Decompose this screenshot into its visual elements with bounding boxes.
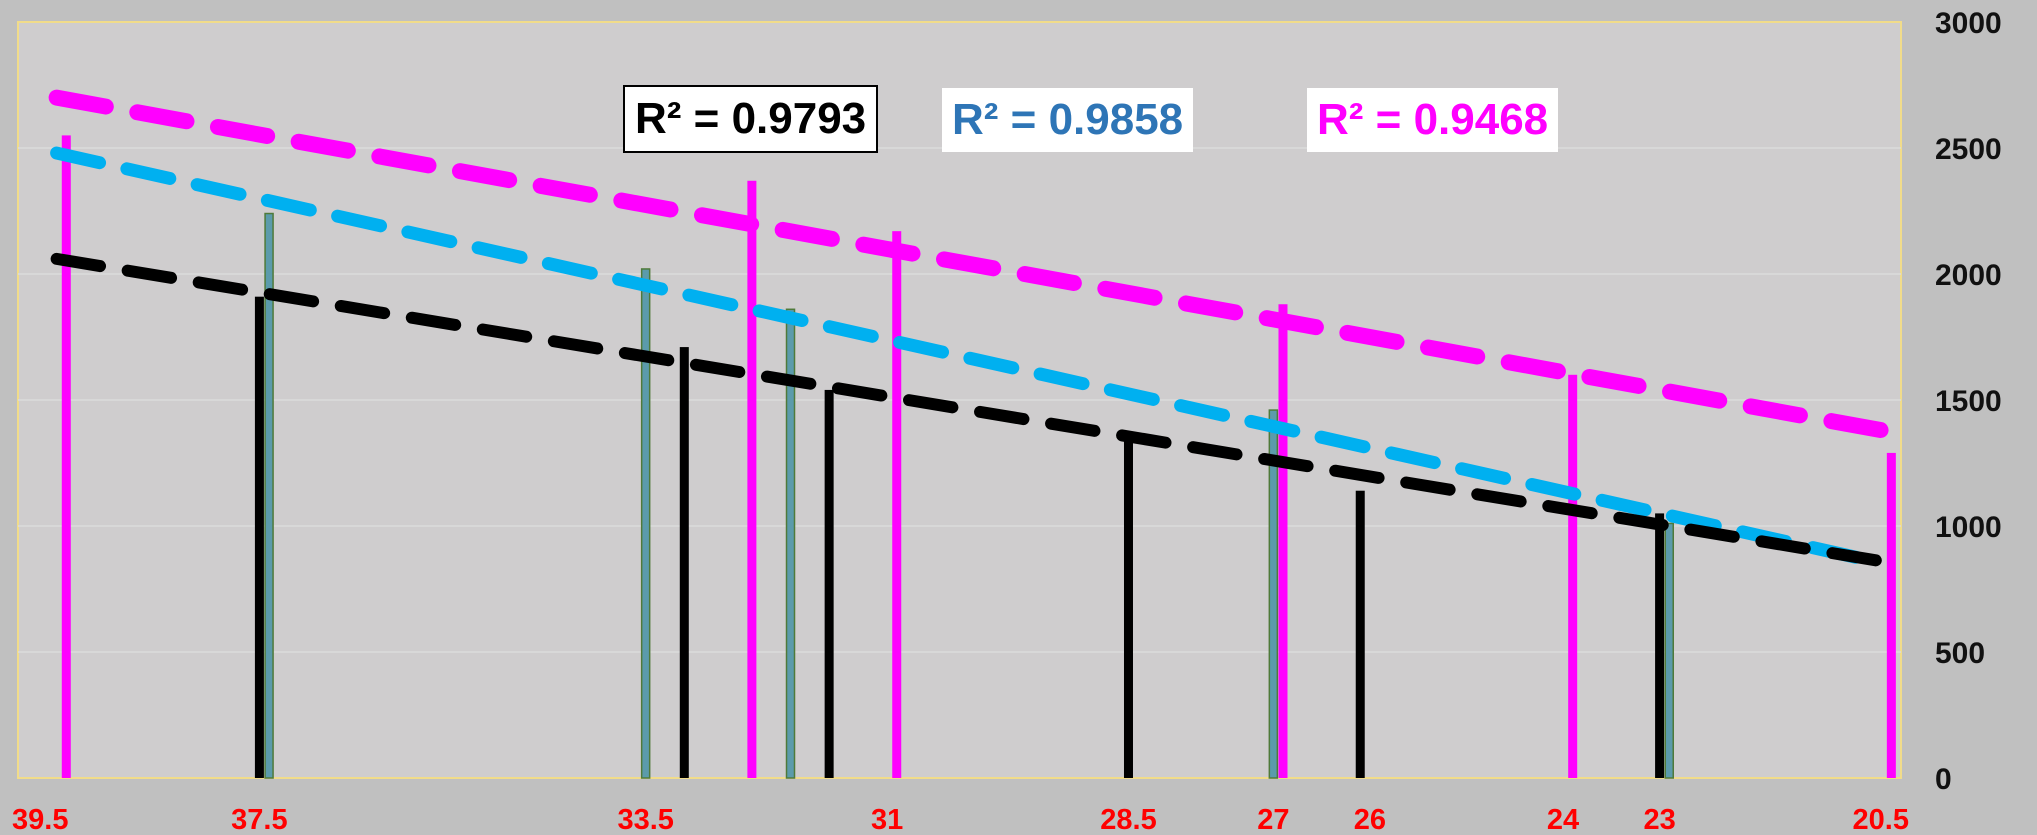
r2-label-magenta: R² = 0.9468 (1307, 88, 1559, 152)
x-tick-label: 26 (1354, 804, 1386, 835)
y-tick-label: 2500 (1935, 133, 2002, 166)
bar-magenta (61, 135, 71, 778)
bar-magenta (1278, 304, 1288, 778)
x-tick-label: 28.5 (1100, 804, 1156, 835)
x-tick-label: 39.5 (12, 804, 68, 835)
y-tick-label: 1000 (1935, 511, 2002, 544)
r2-label-magenta-text: R² = 0.9468 (1317, 95, 1549, 144)
bar-black (1655, 513, 1665, 778)
bar-black (679, 347, 689, 778)
x-tick-label: 23 (1643, 804, 1675, 835)
y-axis-ticks: 0 500 1000 1500 2000 2500 3000 (1935, 7, 2002, 796)
y-tick-label: 1500 (1935, 385, 2002, 418)
bar-teal (264, 212, 274, 779)
x-tick-label: 24 (1547, 804, 1579, 835)
bar-black (254, 296, 264, 778)
r2-label-blue: R² = 0.9858 (942, 88, 1194, 152)
bar-black (824, 389, 834, 778)
bar-teal (1268, 409, 1279, 779)
y-tick-label: 0 (1935, 763, 1952, 796)
r2-label-blue-text: R² = 0.9858 (952, 95, 1184, 144)
bar-black (1355, 490, 1365, 778)
x-tick-label: 27 (1257, 804, 1289, 835)
bar-magenta (892, 231, 902, 778)
bars (61, 135, 1896, 779)
x-tick-label: 37.5 (231, 804, 287, 835)
y-tick-label: 2000 (1935, 259, 2002, 292)
x-tick-label: 20.5 (1853, 804, 1909, 835)
r2-label-black-text: R² = 0.9793 (635, 94, 867, 143)
x-tick-label: 33.5 (617, 804, 673, 835)
bar-magenta (1568, 374, 1578, 778)
y-tick-label: 3000 (1935, 7, 2002, 40)
trendline-magenta (48, 89, 1890, 439)
bar-black (1123, 435, 1133, 778)
trendlines (48, 89, 1890, 568)
trendline-teal (50, 146, 1869, 566)
trendline-black (50, 252, 1888, 568)
x-axis-ticks: 39.5 37.5 33.5 31 28.5 27 26 24 23 20.5 (12, 804, 1909, 835)
bar-teal (1664, 522, 1674, 779)
bar-teal (640, 268, 651, 779)
bar-teal (785, 308, 796, 779)
x-tick-label: 31 (871, 804, 903, 835)
r2-label-black: R² = 0.9793 (623, 85, 879, 153)
bar-magenta (747, 180, 757, 778)
bar-magenta (1886, 452, 1896, 778)
y-tick-label: 500 (1935, 637, 1985, 670)
